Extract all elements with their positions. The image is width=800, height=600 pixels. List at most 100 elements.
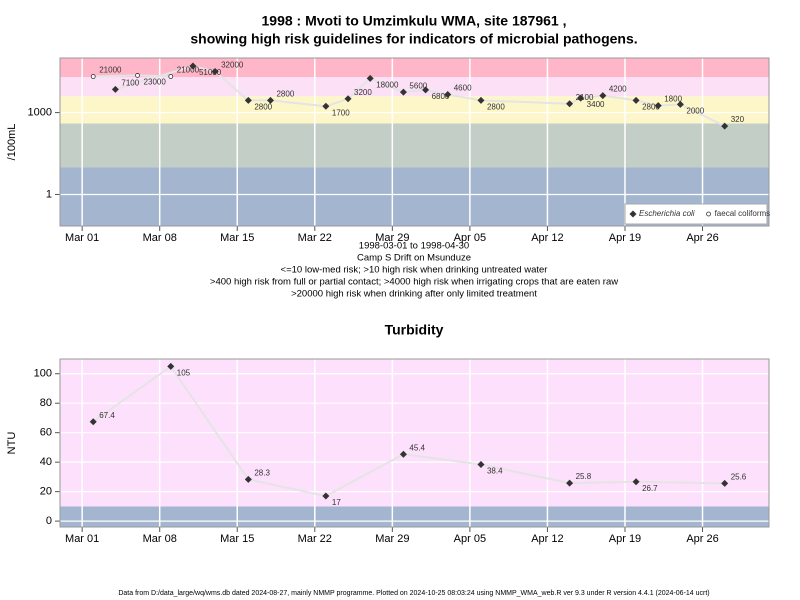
- x-tick-label: Apr 05: [454, 232, 486, 244]
- data-point: [168, 74, 174, 79]
- data-point: [344, 95, 352, 103]
- x-tick-label: Mar 01: [65, 533, 99, 545]
- legend-box: [624, 203, 768, 225]
- x-tick-label: Apr 12: [531, 533, 563, 545]
- data-label: 32000: [221, 61, 244, 70]
- data-point: [399, 450, 407, 458]
- risk-band: [60, 123, 769, 168]
- data-point: [189, 62, 197, 70]
- data-point: [566, 479, 574, 487]
- x-tick-label: Apr 19: [609, 533, 641, 545]
- x-tick-label: Mar 15: [220, 533, 254, 545]
- data-label: 21000: [99, 66, 122, 75]
- x-tick-label: Mar 08: [143, 533, 177, 545]
- y-tick-label: 60: [40, 427, 52, 439]
- data-label: 25.6: [731, 472, 747, 481]
- data-label: 67.4: [99, 411, 115, 420]
- x-tick-label: Mar 29: [375, 533, 409, 545]
- data-label: 25.8: [576, 472, 592, 481]
- data-point: [90, 74, 96, 79]
- x-tick-label: Mar 01: [65, 232, 99, 244]
- data-label: 320: [731, 115, 745, 124]
- x-tick-label: Mar 22: [298, 232, 332, 244]
- data-point: [477, 96, 485, 104]
- data-point: [167, 362, 175, 370]
- y-tick-label: 80: [40, 397, 52, 409]
- legend-marker: [706, 211, 711, 217]
- x-tick-label: Mar 08: [143, 232, 177, 244]
- data-point: [244, 475, 252, 483]
- series-line: [93, 74, 171, 78]
- chart-note: <=10 low-med risk; >10 high risk when dr…: [281, 265, 548, 276]
- data-point: [444, 91, 452, 99]
- y-tick-label: 0: [46, 515, 52, 527]
- data-label: 6800: [432, 92, 450, 101]
- y-tick-label: 1000: [28, 106, 52, 118]
- data-label: 23000: [144, 78, 167, 87]
- data-label: 28.3: [254, 469, 270, 478]
- data-label: 2800: [276, 89, 294, 98]
- chart-note: Camp S Drift on Msunduze: [357, 253, 471, 264]
- y-axis-label: NTU: [6, 432, 18, 455]
- data-point: [322, 492, 330, 500]
- data-label: 7100: [121, 78, 139, 87]
- data-point: [477, 461, 485, 469]
- data-label: 2800: [642, 102, 660, 111]
- data-point: [577, 94, 585, 102]
- chart-title: showing high risk guidelines for indicat…: [190, 31, 637, 47]
- legend-label: Escherichia coli: [639, 209, 695, 218]
- plot-frame: [59, 57, 770, 227]
- chart-title: 1998 : Mvoti to Umzimkulu WMA, site 1879…: [262, 13, 567, 29]
- data-label: 1700: [332, 108, 350, 117]
- x-tick-label: Mar 15: [220, 232, 254, 244]
- risk-band: [60, 96, 769, 124]
- x-tick-label: Apr 12: [531, 232, 563, 244]
- data-label: 18000: [376, 80, 399, 89]
- data-label: 2100: [576, 93, 594, 102]
- x-tick-label: Apr 05: [454, 533, 486, 545]
- data-label: 4200: [609, 85, 627, 94]
- data-point: [721, 122, 729, 130]
- data-label: 2800: [487, 102, 505, 111]
- footer: Data from D:/data_large/wq/wms.db dated …: [118, 590, 709, 597]
- data-label: 3400: [587, 100, 605, 109]
- data-point: [654, 102, 662, 110]
- data-point: [89, 418, 97, 426]
- y-tick-label: 40: [40, 456, 52, 468]
- chart-note: 1998-03-01 to 1998-04-30: [359, 241, 469, 252]
- y-axis-label: /100mL: [6, 124, 18, 161]
- chart-title: Turbidity: [385, 322, 444, 338]
- data-label: 5600: [409, 81, 427, 90]
- data-label: 1800: [664, 95, 682, 104]
- x-tick-label: Apr 19: [609, 232, 641, 244]
- x-tick-label: Mar 22: [298, 533, 332, 545]
- legend-marker: [629, 210, 637, 218]
- data-label: 51000: [199, 68, 222, 77]
- data-label: 17: [332, 498, 341, 507]
- data-label: 3200: [354, 88, 372, 97]
- data-point: [135, 73, 140, 78]
- data-label: 2800: [254, 102, 272, 111]
- data-label: 105: [177, 368, 191, 377]
- data-point: [599, 92, 607, 100]
- y-tick-label: 100: [34, 368, 52, 380]
- data-point: [422, 86, 430, 94]
- data-point: [566, 100, 574, 108]
- data-label: 45.4: [409, 443, 425, 452]
- plot-frame: [59, 358, 770, 528]
- data-point: [322, 102, 330, 110]
- data-label: 26.7: [642, 484, 658, 493]
- data-label: 38.4: [487, 467, 503, 476]
- y-tick-label: 20: [40, 486, 52, 498]
- data-point: [676, 100, 684, 108]
- x-tick-label: Apr 26: [686, 533, 718, 545]
- risk-band: [60, 506, 769, 527]
- chart-note: >20000 high risk when drinking after onl…: [291, 289, 537, 300]
- data-point: [244, 96, 252, 104]
- data-point: [366, 74, 374, 82]
- data-point: [399, 88, 407, 96]
- chart-note: >400 high risk from full or partial cont…: [210, 277, 618, 288]
- data-label: 2000: [686, 106, 704, 115]
- y-tick-label: 1: [46, 188, 52, 200]
